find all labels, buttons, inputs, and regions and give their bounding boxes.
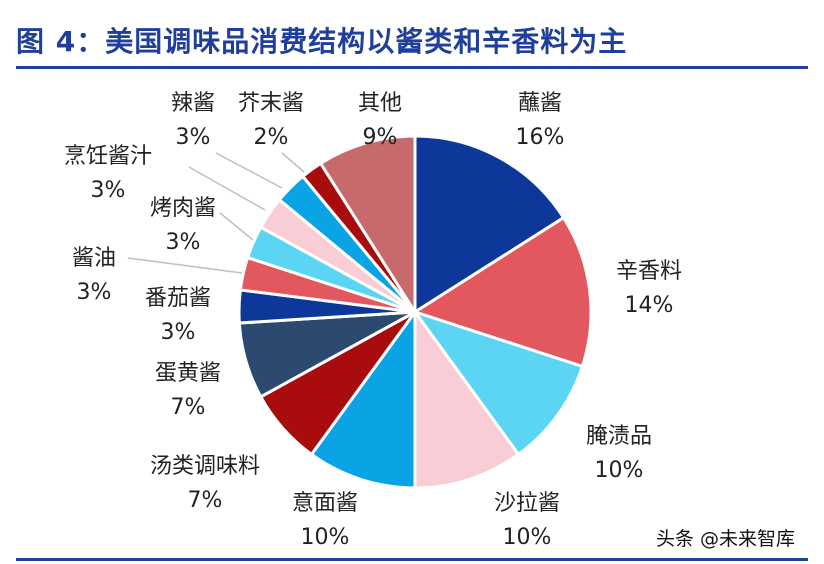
chart-title: 图 4：美国调味品消费结构以酱类和辛香料为主 xyxy=(16,25,628,58)
pie-slice-2 xyxy=(413,216,593,368)
pie-slice-4 xyxy=(413,310,520,490)
slice-label: 蘸酱 xyxy=(518,91,562,116)
slice-label: 烹饪酱汁 xyxy=(64,144,152,169)
leader-line xyxy=(127,257,243,274)
slice-labels: 蘸酱 16% 辛香料 14% 腌渍品 10% 沙拉酱 10% 意面酱 10% 汤类调味料 7% 蛋黄酱 7… xyxy=(64,91,682,550)
slice-value-label: 14% xyxy=(625,293,674,318)
pie-slice-5 xyxy=(310,310,417,490)
slice-label: 番茄酱 xyxy=(145,286,211,311)
slice-value-label: 3% xyxy=(176,125,211,150)
pie-slices xyxy=(237,134,593,490)
slice-value-label: 3% xyxy=(91,178,126,203)
slice-value-label: 10% xyxy=(503,525,552,550)
slice-value-label: 7% xyxy=(188,488,223,513)
pie-slice-3 xyxy=(413,310,584,456)
leader-line xyxy=(219,212,254,241)
slice-label: 腌渍品 xyxy=(586,424,652,449)
slice-label: 汤类调味料 xyxy=(150,454,260,479)
slice-label: 意面酱 xyxy=(292,491,358,516)
watermark: 头条 @未来智库 xyxy=(656,528,796,550)
title-underline xyxy=(16,66,808,69)
slice-label: 其他 xyxy=(358,91,402,116)
slice-value-label: 2% xyxy=(254,125,289,150)
slice-value-label: 7% xyxy=(171,395,206,420)
leader-line xyxy=(281,152,305,173)
slice-label: 芥末酱 xyxy=(238,91,304,116)
slice-label: 辛香料 xyxy=(616,259,682,284)
slice-value-label: 10% xyxy=(301,525,350,550)
slice-value-label: 3% xyxy=(166,230,201,255)
pie-slice-1 xyxy=(413,134,566,314)
slice-value-label: 16% xyxy=(516,125,565,150)
slice-label: 沙拉酱 xyxy=(494,491,560,516)
slice-value-label: 9% xyxy=(363,125,398,150)
leader-line xyxy=(188,166,266,211)
slice-label: 辣酱 xyxy=(171,91,215,116)
slice-label: 烤肉酱 xyxy=(150,196,216,221)
slice-value-label: 10% xyxy=(595,458,644,483)
leader-line xyxy=(215,152,283,189)
slice-label: 酱油 xyxy=(72,246,116,271)
pie-slice-14 xyxy=(319,134,417,314)
slice-value-label: 3% xyxy=(161,320,196,345)
leader-lines xyxy=(127,152,305,274)
slice-value-label: 3% xyxy=(77,280,112,305)
footer-rule xyxy=(16,558,808,561)
slice-label: 蛋黄酱 xyxy=(155,361,221,386)
